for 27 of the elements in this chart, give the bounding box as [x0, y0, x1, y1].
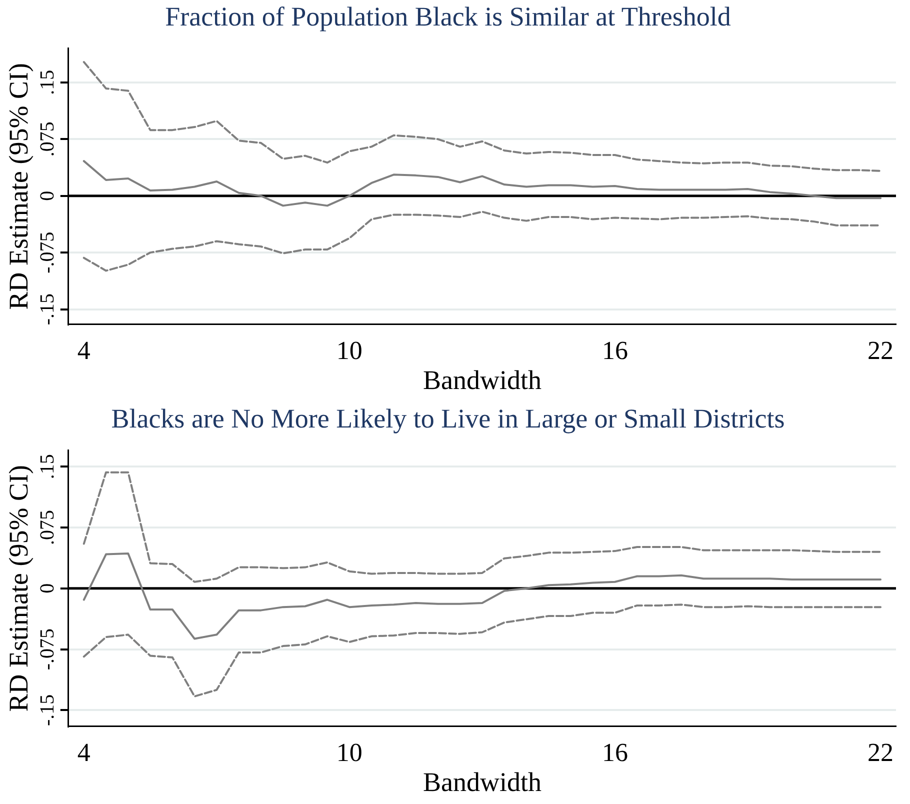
y-tick-label: .15 [36, 454, 59, 480]
y-tick-label: -.15 [36, 694, 59, 726]
chart-title: Blacks are No More Likely to Live in Large or Small Districts [111, 403, 785, 434]
x-tick-label: 10 [336, 738, 362, 767]
x-tick-label: 4 [77, 336, 90, 365]
y-tick-label: -.075 [36, 628, 59, 670]
y-tick-label: 0 [36, 190, 59, 201]
x-tick-label: 4 [77, 738, 90, 767]
y-tick-label: 0 [36, 583, 59, 594]
line-series [82, 61, 882, 172]
y-tick-label: .15 [36, 70, 59, 95]
x-tick-label: 16 [602, 738, 628, 767]
y-axis-title: RD Estimate (95% CI) [3, 465, 34, 712]
y-tick-label: -.075 [36, 232, 59, 274]
x-axis-title: Bandwidth [422, 766, 542, 797]
line-series [82, 604, 882, 698]
line-series [82, 471, 882, 583]
y-tick-label: .075 [36, 510, 59, 546]
y-tick-label: .075 [36, 122, 59, 157]
x-tick-label: 22 [868, 336, 894, 365]
y-axis-title: RD Estimate (95% CI) [3, 63, 34, 310]
chart-title: Fraction of Population Black is Similar at Threshold [165, 1, 732, 32]
x-tick-label: 22 [868, 738, 894, 767]
y-tick-label: -.15 [36, 293, 59, 326]
x-tick-label: 10 [336, 336, 362, 365]
x-axis-title: Bandwidth [422, 364, 542, 395]
x-tick-label: 16 [602, 336, 628, 365]
